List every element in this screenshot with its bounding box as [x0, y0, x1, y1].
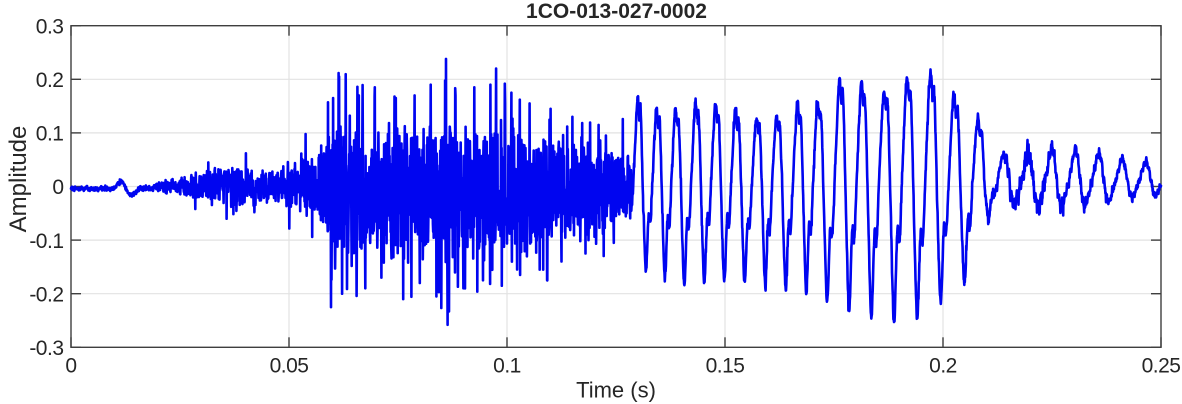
svg-text:0: 0 — [65, 355, 76, 378]
svg-text:1CO-013-027-0002: 1CO-013-027-0002 — [526, 0, 707, 23]
svg-text:0.25: 0.25 — [1142, 355, 1181, 378]
svg-text:Amplitude: Amplitude — [5, 126, 32, 233]
svg-text:Time (s): Time (s) — [576, 378, 656, 403]
svg-text:0.2: 0.2 — [36, 69, 64, 92]
svg-text:0.1: 0.1 — [493, 355, 521, 378]
svg-text:-0.3: -0.3 — [29, 337, 63, 360]
svg-text:-0.2: -0.2 — [29, 283, 63, 306]
svg-text:0.1: 0.1 — [36, 123, 64, 146]
svg-text:-0.1: -0.1 — [29, 230, 63, 253]
svg-text:0.2: 0.2 — [929, 355, 957, 378]
svg-text:0.3: 0.3 — [36, 15, 64, 38]
svg-text:0.15: 0.15 — [706, 355, 745, 378]
svg-text:0: 0 — [52, 176, 63, 199]
svg-text:0.05: 0.05 — [270, 355, 309, 378]
